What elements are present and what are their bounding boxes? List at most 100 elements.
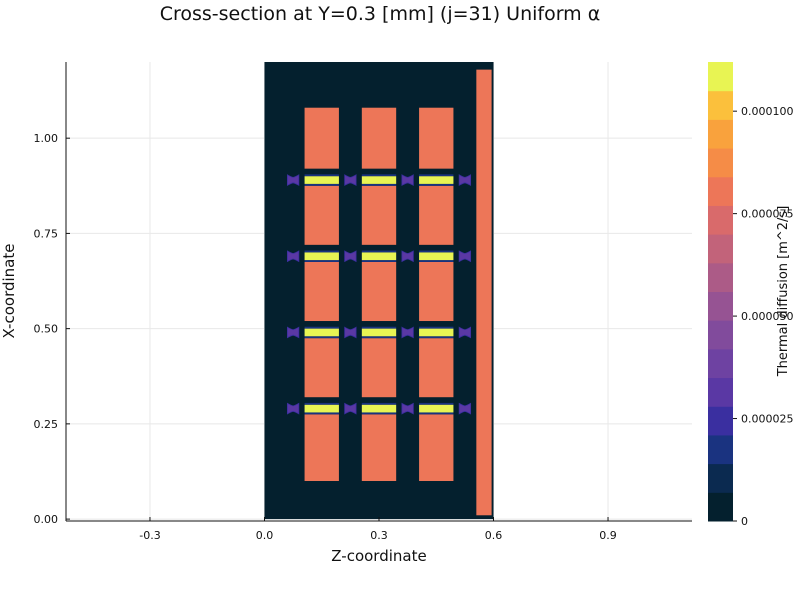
- edge-region: [419, 402, 454, 405]
- connector-shape: [286, 402, 300, 415]
- joint-region: [361, 404, 397, 413]
- colorbar-segment: [708, 434, 733, 465]
- joint-region: [361, 328, 397, 337]
- joint-region: [361, 176, 397, 184]
- block-region: [304, 185, 339, 245]
- joint-region: [419, 252, 454, 261]
- edge-region: [419, 183, 454, 186]
- connector-shape: [458, 174, 472, 186]
- connector-shape: [458, 402, 472, 415]
- colorbar-label: Thermal diffusion [m^2/s]: [776, 206, 791, 378]
- x-axis-label: Z-coordinate: [331, 547, 426, 565]
- y-tick-label: 0.75: [34, 227, 59, 240]
- colorbar-segment: [708, 291, 733, 321]
- edge-region: [419, 336, 454, 339]
- colorbar-tick-label: 0.000075: [741, 208, 794, 221]
- joint-region: [304, 328, 339, 337]
- colorbar-tick-label: 0.000100: [741, 105, 794, 118]
- block-region: [419, 338, 454, 398]
- joint-region: [419, 404, 454, 413]
- colorbar-segment: [708, 320, 733, 350]
- colorbar-segment: [708, 119, 733, 149]
- block-region: [361, 414, 397, 482]
- connector-shape: [401, 174, 414, 186]
- edge-region: [361, 183, 397, 186]
- edge-region: [304, 336, 339, 339]
- block-region: [304, 261, 339, 322]
- y-tick-label: 0.25: [34, 418, 59, 431]
- edge-region: [304, 174, 339, 177]
- connector-shape: [401, 250, 414, 263]
- connector-shape: [401, 402, 414, 415]
- joint-region: [304, 404, 339, 413]
- connector-shape: [286, 250, 300, 263]
- edge-region: [361, 402, 397, 405]
- connector-shape: [344, 250, 357, 263]
- edge-region: [361, 336, 397, 339]
- colorbar-segment: [708, 62, 733, 92]
- x-tick-label: 0.6: [485, 529, 503, 542]
- joint-region: [304, 176, 339, 184]
- block-region: [419, 185, 454, 245]
- connector-shape: [286, 174, 300, 186]
- edge-region: [361, 326, 397, 329]
- edge-region: [304, 260, 339, 262]
- side-strip-region: [476, 69, 492, 516]
- joint-region: [419, 176, 454, 184]
- x-tick-label: 0.9: [599, 529, 617, 542]
- colorbar-segment: [708, 406, 733, 436]
- joint-region: [361, 252, 397, 261]
- colorbar-segment: [708, 377, 733, 407]
- block-region: [304, 338, 339, 398]
- edge-region: [419, 250, 454, 253]
- y-axis-label: X-coordinate: [0, 244, 18, 339]
- colorbar-segment: [708, 205, 733, 235]
- joint-region: [419, 328, 454, 337]
- colorbar-tick-label: 0.000025: [741, 413, 794, 426]
- edge-region: [304, 402, 339, 405]
- block-region: [419, 261, 454, 322]
- plot-axes: -0.3 0.0 0.3 0.6 0.9 0.00 0.25 0.50 0.75 1.00: [34, 62, 692, 542]
- block-region: [304, 414, 339, 482]
- edge-region: [419, 326, 454, 329]
- colorbar-segment: [708, 176, 733, 206]
- block-region: [361, 338, 397, 398]
- colorbar-segment: [708, 90, 733, 120]
- block-region: [361, 261, 397, 322]
- connector-shape: [344, 326, 357, 339]
- colorbar-segment: [708, 148, 733, 178]
- edge-region: [361, 174, 397, 177]
- block-region: [361, 185, 397, 245]
- connector-shape: [286, 326, 300, 339]
- x-tick-label: 0.3: [370, 529, 388, 542]
- block-region: [419, 107, 454, 169]
- connector-shape: [344, 402, 357, 415]
- edge-region: [419, 260, 454, 262]
- colorbar-tick-label: 0.000050: [741, 310, 794, 323]
- chart-title: Cross-section at Y=0.3 [mm] (j=31) Unifo…: [160, 3, 601, 25]
- edge-region: [419, 174, 454, 177]
- connector-shape: [401, 326, 414, 339]
- y-tick-label: 0.50: [34, 323, 59, 336]
- colorbar: 0 0.000025 0.000050 0.000075 0.000100: [708, 62, 794, 528]
- connector-shape: [458, 250, 472, 263]
- connector-shape: [344, 174, 357, 186]
- joint-region: [304, 252, 339, 261]
- colorbar-segment: [708, 492, 733, 522]
- colorbar-segment: [708, 262, 733, 292]
- edge-region: [361, 412, 397, 415]
- x-tick-label: -0.3: [139, 529, 160, 542]
- colorbar-segment: [708, 348, 733, 379]
- colorbar-segment: [708, 463, 733, 493]
- block-region: [419, 414, 454, 482]
- edge-region: [361, 250, 397, 253]
- connector-shape: [458, 326, 472, 339]
- y-tick-label: 1.00: [34, 132, 59, 145]
- y-tick-label: 0.00: [34, 513, 59, 526]
- edge-region: [304, 412, 339, 415]
- edge-region: [304, 326, 339, 329]
- edge-region: [304, 183, 339, 186]
- colorbar-segment: [708, 234, 733, 264]
- block-region: [304, 107, 339, 169]
